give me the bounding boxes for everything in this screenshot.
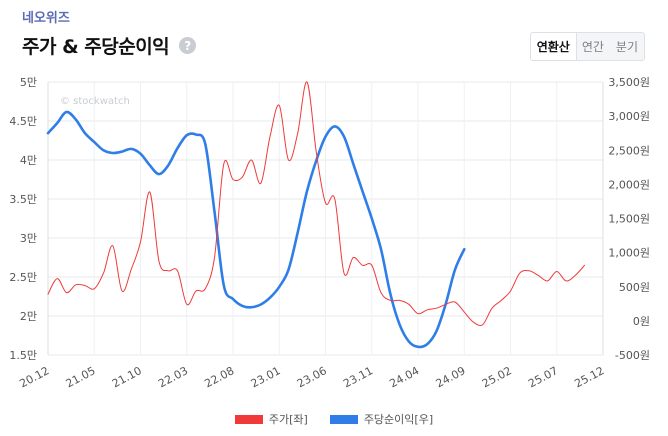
x-tick: 24.09	[434, 364, 468, 390]
legend-price-swatch	[234, 414, 263, 424]
y-left-tick: 4만	[20, 154, 37, 167]
x-tick: 23.01	[249, 364, 283, 390]
legend-price-label: 주가[좌]	[268, 413, 308, 426]
y-right-tick: 2,500원	[608, 144, 650, 157]
tab-annualized[interactable]: 연환산	[530, 33, 576, 60]
x-tick: 23.11	[341, 364, 375, 390]
series-line-eps	[46, 110, 466, 349]
watermark: © stockwatch	[60, 96, 130, 107]
x-tick: 21.05	[64, 364, 98, 390]
y-left-tick: 5만	[20, 76, 37, 89]
title-row: 주가 & 주당순이익 ?	[22, 32, 197, 59]
y-left-tick: 4.5만	[9, 115, 37, 128]
period-tabs: 연환산 연간 분기	[529, 32, 645, 61]
y-right-tick: 3,000원	[608, 110, 650, 123]
x-tick: 22.08	[202, 364, 236, 390]
x-tick: 21.10	[110, 364, 144, 390]
y-left-tick: 1.5만	[9, 349, 37, 362]
tab-quarterly[interactable]: 분기	[615, 40, 638, 54]
x-tick: 25.02	[480, 364, 514, 390]
y-right-tick: 500원	[619, 281, 650, 294]
x-tick: 22.03	[156, 364, 190, 390]
help-icon[interactable]: ?	[179, 37, 197, 54]
company-name: 네오위즈	[22, 11, 70, 26]
y-left-tick: 2.5만	[9, 271, 37, 284]
x-tick: 23.06	[295, 364, 329, 390]
legend-eps-swatch	[329, 414, 358, 424]
y-right-tick: 1,000원	[608, 247, 650, 260]
x-tick: 25.07	[526, 364, 560, 390]
x-tick: 24.04	[387, 364, 421, 390]
y-right-tick: 3,500원	[608, 76, 650, 89]
legend-eps[interactable]: 주당순이익[우]	[329, 411, 434, 427]
series-layer	[46, 81, 585, 349]
y-right-tick: 2,000원	[608, 178, 650, 191]
tab-yearly[interactable]: 연간	[581, 40, 604, 54]
chart-grid	[47, 81, 604, 356]
y-left-tick: 2만	[20, 310, 37, 323]
y-right-tick: 1,500원	[608, 213, 650, 226]
x-tick: 25.12	[572, 364, 606, 390]
legend-price[interactable]: 주가[좌]	[234, 411, 308, 427]
y-right-tick: -500원	[615, 349, 650, 362]
y-left-tick: 3.5만	[9, 193, 37, 206]
legend-eps-label: 주당순이익[우]	[363, 413, 434, 426]
axis-labels: 1.5만 2만 2.5만 3만 3.5만 4만 4.5만 5만 -500원 0원 500원 1,000…	[9, 76, 650, 390]
legend: 주가[좌] 주당순이익[우]	[0, 411, 668, 427]
y-left-tick: 3만	[20, 232, 37, 245]
series-line-price	[47, 81, 585, 326]
x-tick: 20.12	[17, 364, 51, 390]
y-right-tick: 0원	[633, 315, 650, 328]
page-title: 주가 & 주당순이익	[22, 36, 170, 58]
